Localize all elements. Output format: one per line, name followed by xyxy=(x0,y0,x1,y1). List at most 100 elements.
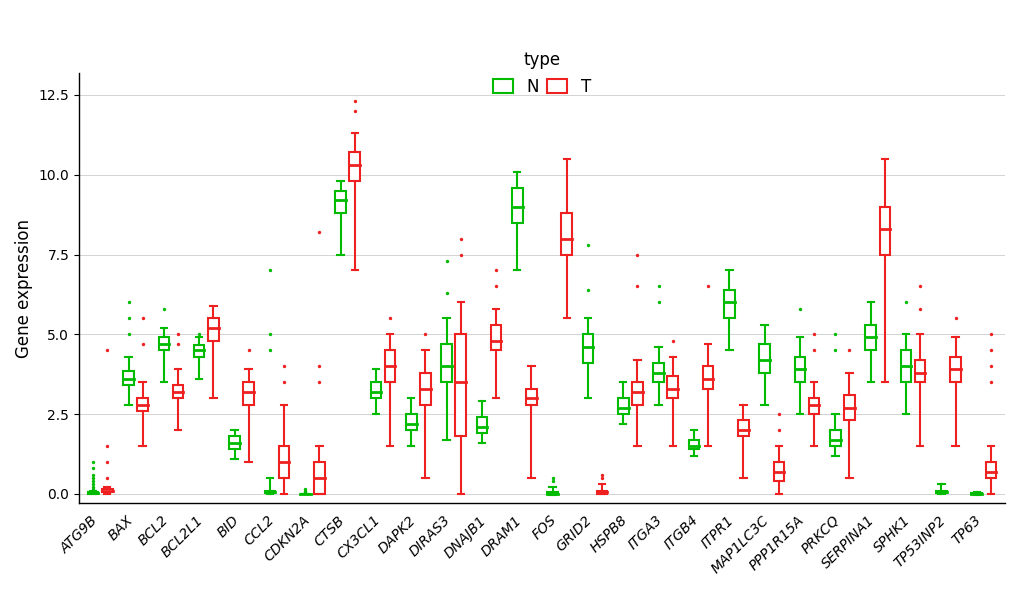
Point xyxy=(699,282,715,291)
Point xyxy=(85,485,101,494)
Point xyxy=(85,463,101,473)
Bar xyxy=(384,350,395,382)
Point xyxy=(346,106,363,116)
Bar xyxy=(935,491,946,493)
Point xyxy=(381,314,397,323)
Point xyxy=(911,304,927,313)
Bar xyxy=(512,187,522,223)
Bar xyxy=(490,324,501,350)
Point xyxy=(262,330,278,339)
Point xyxy=(650,282,666,291)
Point xyxy=(135,339,151,349)
Point xyxy=(120,314,137,323)
Bar xyxy=(264,491,275,493)
Point xyxy=(262,346,278,355)
Point xyxy=(156,304,172,313)
Bar xyxy=(194,346,204,356)
Bar xyxy=(138,398,148,411)
Point xyxy=(120,298,137,307)
Point xyxy=(438,256,454,265)
Point xyxy=(452,234,469,243)
Bar xyxy=(829,430,840,446)
Point xyxy=(438,288,454,297)
Point xyxy=(579,285,595,294)
Point xyxy=(650,298,666,307)
Bar xyxy=(772,462,784,481)
Bar xyxy=(984,462,996,478)
Point xyxy=(275,378,291,387)
Point xyxy=(191,330,207,339)
Point xyxy=(664,336,681,345)
Bar xyxy=(314,462,324,494)
Bar xyxy=(158,337,169,350)
Bar xyxy=(102,489,112,492)
Point xyxy=(981,346,998,355)
Bar xyxy=(350,152,360,181)
Bar xyxy=(900,350,910,382)
Point xyxy=(841,346,857,355)
Point xyxy=(947,314,963,323)
Legend: N, T: N, T xyxy=(488,47,595,101)
Point xyxy=(99,457,115,467)
Point xyxy=(629,250,645,259)
Bar xyxy=(738,420,748,436)
Point xyxy=(805,346,821,355)
Bar xyxy=(229,436,239,449)
Point xyxy=(99,346,115,355)
Point xyxy=(579,240,595,249)
Point xyxy=(805,330,821,339)
Point xyxy=(85,457,101,467)
Bar xyxy=(244,382,254,404)
Bar xyxy=(723,290,734,319)
Point xyxy=(311,362,327,371)
Bar xyxy=(914,360,924,382)
Bar xyxy=(123,371,133,385)
Bar xyxy=(335,191,345,213)
Point xyxy=(487,282,503,291)
Bar xyxy=(88,492,99,494)
Point xyxy=(770,426,787,435)
Point xyxy=(593,473,609,483)
Point xyxy=(311,378,327,387)
Bar xyxy=(702,366,712,388)
Point xyxy=(120,330,137,339)
Bar xyxy=(618,398,628,414)
Point xyxy=(169,339,185,349)
Bar xyxy=(370,382,381,398)
Point xyxy=(629,282,645,291)
Bar xyxy=(454,335,466,436)
Point xyxy=(346,96,363,106)
Bar xyxy=(596,491,606,494)
Point xyxy=(311,228,327,237)
Point xyxy=(297,485,313,494)
Y-axis label: Gene expression: Gene expression xyxy=(15,219,33,358)
Bar xyxy=(632,382,642,404)
Point xyxy=(85,483,101,492)
Point xyxy=(99,441,115,451)
Point xyxy=(826,330,843,339)
Bar xyxy=(864,324,875,350)
Point xyxy=(275,362,291,371)
Point xyxy=(85,479,101,489)
Bar xyxy=(582,335,593,363)
Point xyxy=(297,488,313,497)
Bar xyxy=(878,207,890,255)
Bar xyxy=(406,414,416,430)
Point xyxy=(981,378,998,387)
Point xyxy=(262,266,278,275)
Point xyxy=(297,486,313,495)
Bar xyxy=(970,493,981,495)
Point xyxy=(897,298,913,307)
Point xyxy=(981,330,998,339)
Bar xyxy=(844,395,854,420)
Bar xyxy=(794,356,805,382)
Point xyxy=(544,476,560,486)
Point xyxy=(593,470,609,479)
Bar xyxy=(420,372,430,404)
Point xyxy=(487,266,503,275)
Bar xyxy=(526,388,536,404)
Bar xyxy=(208,319,218,340)
Point xyxy=(417,330,433,339)
Bar xyxy=(666,376,678,398)
Point xyxy=(981,362,998,371)
